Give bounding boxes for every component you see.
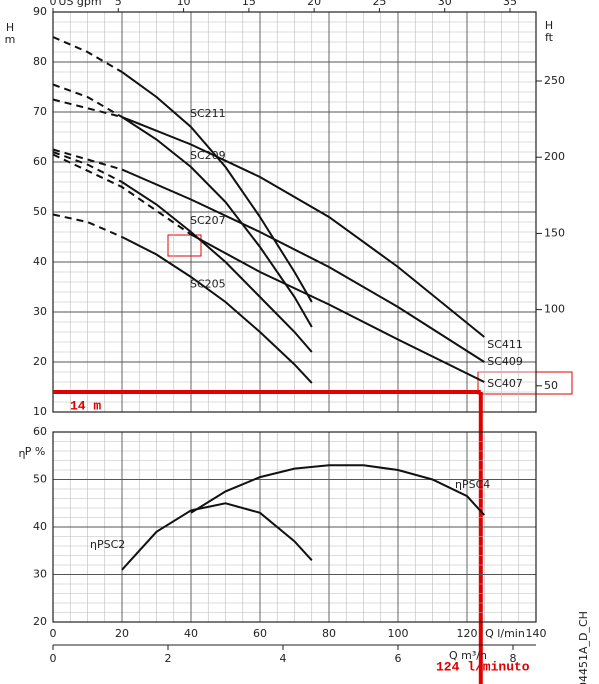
plot-frame <box>52 431 537 623</box>
y-tick-label: 50 <box>33 473 47 486</box>
y2-tick-label: 100 <box>544 303 565 316</box>
y-tick-label: 20 <box>33 615 47 628</box>
curve-label: SC205 <box>190 277 226 290</box>
y-tick-label: 20 <box>33 355 47 368</box>
y-axis-label: η <box>19 447 26 460</box>
y-tick-label: 30 <box>33 305 47 318</box>
curve-label: SC409 <box>487 355 523 368</box>
y2-tick-label: 50 <box>544 379 558 392</box>
x2-tick-label: 10 <box>177 0 191 8</box>
x2-tick-label: 4 <box>280 652 287 665</box>
x-tick-label: 140 <box>526 627 547 640</box>
x2-tick-label: 30 <box>438 0 452 8</box>
y2-axis-label: H <box>545 19 553 32</box>
curve <box>52 83 123 118</box>
y-tick-label: 60 <box>33 425 47 438</box>
plot-frame <box>52 11 537 413</box>
y-tick-label: 50 <box>33 205 47 218</box>
y-tick-label: 10 <box>33 405 47 418</box>
curve-label: ηPSC2 <box>90 538 125 551</box>
annotation-label: 14 m <box>70 398 101 413</box>
y-tick-label: 40 <box>33 520 47 533</box>
curve <box>121 236 313 384</box>
x2-tick-label: 20 <box>307 0 321 8</box>
annotation-label: 124 l/minuto <box>436 659 530 674</box>
curve-label: SC411 <box>487 338 523 351</box>
x-tick-label: 100 <box>388 627 409 640</box>
y-tick-label: 40 <box>33 255 47 268</box>
x-tick-label: 40 <box>184 627 198 640</box>
curve <box>52 36 123 73</box>
highlight-box <box>167 234 202 257</box>
y-tick-label: 60 <box>33 155 47 168</box>
x-tick-label: 120 <box>457 627 478 640</box>
curve-label: SC209 <box>190 149 226 162</box>
x2-tick-label: 25 <box>372 0 386 8</box>
y-axis-label: H <box>6 21 14 34</box>
y2-tick-label: 200 <box>544 150 565 163</box>
curve-label: ηPSC4 <box>455 478 490 491</box>
curve <box>121 116 313 328</box>
x2-axis-label: US gpm <box>58 0 101 8</box>
curve-label: SC207 <box>190 214 226 227</box>
curve <box>121 181 313 353</box>
curve <box>190 464 486 516</box>
x-tick-label: 20 <box>115 627 129 640</box>
y-tick-label: 30 <box>33 568 47 581</box>
y2-axis-unit: ft <box>545 31 554 44</box>
y2-tick-label: 250 <box>544 74 565 87</box>
x2-tick-label: 35 <box>503 0 517 8</box>
x2-tick-label: 15 <box>242 0 256 8</box>
y-tick-label: 90 <box>33 5 47 18</box>
x-tick-label: 80 <box>322 627 336 640</box>
curve <box>190 233 485 383</box>
x2-tick-label: 0 <box>50 652 57 665</box>
curve <box>52 151 123 183</box>
x-axis-label: Q l/min <box>485 627 525 640</box>
curve-label: SC407 <box>487 377 523 390</box>
x2-tick-label: 0 <box>50 0 57 8</box>
chart-code: 04451A_D_CH <box>577 611 590 684</box>
y2-tick-label: 150 <box>544 226 565 239</box>
curve <box>121 116 485 338</box>
curve <box>121 168 485 363</box>
x-tick-label: 0 <box>50 627 57 640</box>
curve <box>121 502 313 571</box>
y-tick-label: 80 <box>33 55 47 68</box>
curve <box>52 213 123 238</box>
y-tick-label: 70 <box>33 105 47 118</box>
curve-label: SC211 <box>190 107 226 120</box>
curve <box>121 71 313 303</box>
x2-tick-label: 5 <box>115 0 122 8</box>
x-tick-label: 60 <box>253 627 267 640</box>
y-axis-unit: m <box>5 33 16 46</box>
x2-tick-label: 2 <box>165 652 172 665</box>
x2-tick-label: 8 <box>510 652 517 665</box>
x2-axis-label: Q m³/h <box>449 649 487 662</box>
curve <box>52 153 192 236</box>
x2-tick-label: 6 <box>395 652 402 665</box>
y-axis-unit: P % <box>25 445 46 458</box>
